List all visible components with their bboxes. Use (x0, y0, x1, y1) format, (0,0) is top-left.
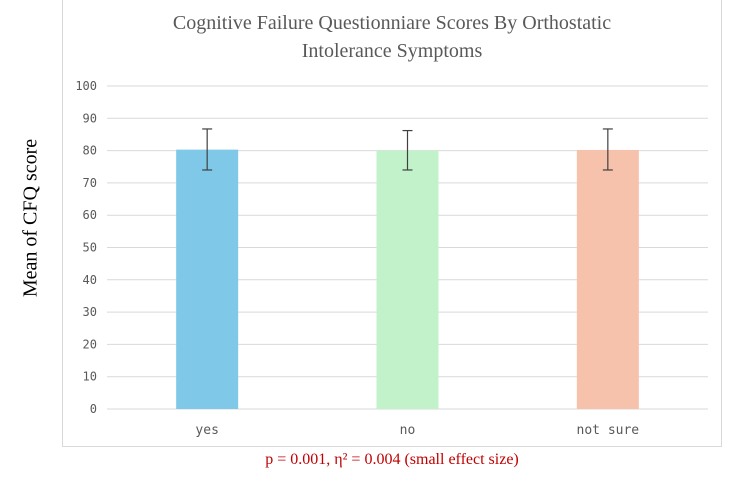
chart-title: Cognitive Failure Questionniare Scores B… (62, 9, 722, 65)
error-bar-not-sure (602, 128, 613, 171)
x-tick-label: not sure (577, 423, 640, 438)
x-tick-labels: yes no not sure (195, 423, 639, 438)
error-bar-no (402, 129, 413, 171)
bar-not-sure (576, 149, 639, 410)
y-tick-label: 80 (83, 144, 97, 158)
y-tick-label: 30 (83, 305, 97, 319)
y-tick-label: 40 (83, 273, 97, 287)
y-tick-label: 0 (90, 402, 97, 416)
x-tick-label: no (400, 423, 416, 438)
bar-no (376, 150, 439, 409)
error-bars (202, 128, 613, 171)
y-tick-label: 60 (83, 208, 97, 222)
statistics-annotation: p = 0.001, η² = 0.004 (small effect size… (265, 451, 519, 468)
chart-title-line-1: Cognitive Failure Questionniare Scores B… (172, 12, 612, 34)
y-tick-label: 10 (83, 370, 97, 384)
chart-title-line-2: Intolerance Symptoms (301, 40, 483, 62)
y-tick-label: 100 (75, 79, 97, 93)
error-bar-yes (202, 128, 213, 171)
y-tick-label: 90 (83, 111, 97, 125)
y-tick-labels: 0 10 20 30 40 50 60 70 80 90 100 (75, 79, 97, 416)
x-tick-label: yes (195, 423, 218, 438)
bars (176, 149, 639, 410)
y-tick-label: 20 (83, 337, 97, 351)
y-tick-label: 50 (83, 241, 97, 255)
y-tick-label: 70 (83, 176, 97, 190)
bar-yes (176, 149, 239, 410)
